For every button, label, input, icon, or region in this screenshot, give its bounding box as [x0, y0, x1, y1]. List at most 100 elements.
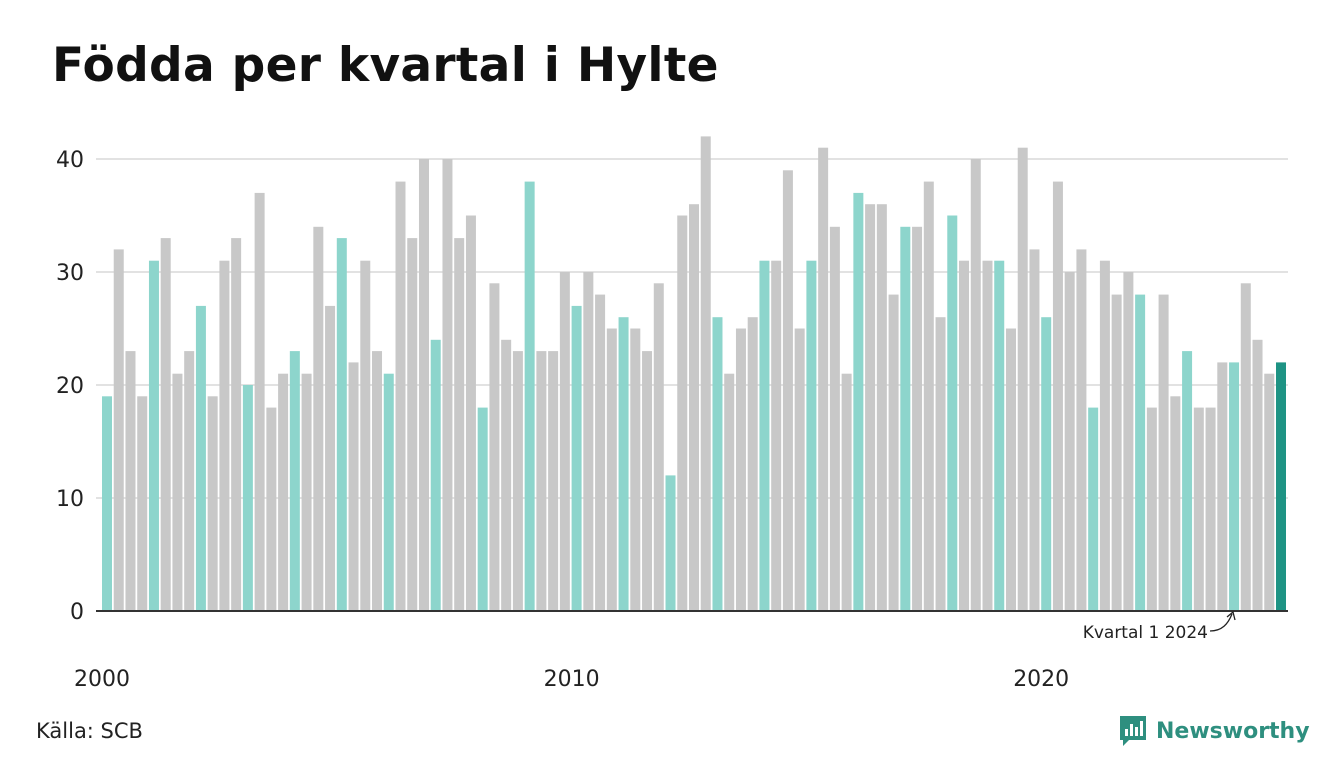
- bar: [1264, 373, 1275, 611]
- bar: [595, 294, 606, 611]
- bar: [606, 328, 617, 611]
- bar: [1064, 272, 1075, 611]
- annotation-arrow: [1209, 613, 1233, 632]
- bar: [1146, 407, 1157, 611]
- bar: [994, 260, 1005, 611]
- bar: [395, 181, 406, 611]
- y-tick-label: 10: [56, 487, 84, 512]
- bar: [184, 351, 195, 611]
- bar: [959, 260, 970, 611]
- bar: [559, 272, 570, 611]
- bar: [125, 351, 136, 611]
- y-tick-label: 0: [70, 600, 84, 625]
- bar: [137, 396, 148, 611]
- bar: [325, 305, 336, 611]
- bar: [1041, 317, 1052, 611]
- bar: [724, 373, 735, 611]
- bar: [524, 181, 535, 611]
- bar: [665, 475, 676, 611]
- bar: [442, 159, 453, 611]
- bar: [477, 407, 488, 611]
- y-tick-label: 40: [56, 148, 84, 173]
- bar: [160, 238, 171, 611]
- bar: [1240, 283, 1251, 611]
- bar: [336, 238, 347, 611]
- bar: [148, 260, 159, 611]
- bar: [1182, 351, 1193, 611]
- bar: [548, 351, 559, 611]
- bar: [865, 204, 876, 611]
- bar: [266, 407, 277, 611]
- bar: [1029, 249, 1040, 611]
- bar: [583, 272, 594, 611]
- bar: [360, 260, 371, 611]
- brand-logo[interactable]: Newsworthy: [1118, 714, 1310, 748]
- bar: [407, 238, 418, 611]
- bar: [771, 260, 782, 611]
- bar: [172, 373, 183, 611]
- bar: [1005, 328, 1016, 611]
- brand-name: Newsworthy: [1156, 718, 1310, 744]
- bar: [1123, 272, 1134, 611]
- bar: [759, 260, 770, 611]
- bar: [900, 226, 911, 612]
- bar: [982, 260, 993, 611]
- newsworthy-logo-icon: [1120, 716, 1146, 746]
- bar: [689, 204, 699, 611]
- bar: [1135, 294, 1146, 611]
- bar: [1099, 260, 1110, 611]
- y-tick-label: 20: [56, 374, 84, 399]
- bar: [465, 215, 476, 611]
- bar: [1205, 407, 1216, 611]
- bar: [794, 328, 805, 611]
- bar: [289, 351, 300, 611]
- bar: [1111, 294, 1122, 611]
- latest-annotation: Kvartal 1 2024: [1083, 610, 1236, 643]
- bar: [231, 238, 242, 611]
- bar: [653, 283, 664, 611]
- bar: [418, 159, 429, 611]
- bar: [454, 238, 465, 611]
- bar: [1158, 294, 1169, 611]
- bar: [700, 136, 711, 611]
- bar: [782, 170, 793, 612]
- bar: [219, 260, 230, 611]
- bar: [1170, 396, 1181, 611]
- bars: [102, 136, 1286, 612]
- x-tick-label: 2020: [1013, 667, 1069, 692]
- bar: [618, 317, 629, 611]
- bar: [301, 373, 312, 611]
- bar: [489, 283, 500, 611]
- x-tick-label: 2010: [544, 667, 600, 692]
- bar: [430, 339, 441, 611]
- bar: [923, 181, 934, 611]
- bar: [712, 317, 723, 611]
- bar: [1252, 339, 1263, 611]
- bar: [853, 192, 864, 611]
- bar: [372, 351, 383, 611]
- bar: [888, 294, 899, 611]
- bar: [735, 328, 746, 611]
- bar: [747, 317, 758, 611]
- bar: [1017, 147, 1028, 611]
- bar: [242, 385, 253, 611]
- bar: [642, 351, 653, 611]
- bar: [1076, 249, 1087, 611]
- bar: [195, 305, 206, 611]
- bar: [970, 159, 981, 611]
- bar: [254, 192, 265, 611]
- bar: [102, 396, 112, 611]
- bar: [1276, 362, 1286, 611]
- y-tick-label: 30: [56, 261, 84, 286]
- bar: [207, 396, 218, 611]
- bar: [512, 351, 523, 611]
- bar: [829, 226, 840, 612]
- bar: [313, 226, 324, 612]
- source-note: Källa: SCB: [36, 719, 143, 743]
- x-axis-ticks: 2000 2010 2020: [74, 667, 1069, 692]
- annotation-label: Kvartal 1 2024: [1083, 623, 1208, 643]
- bar: [1217, 362, 1228, 611]
- bar: [818, 147, 829, 611]
- bar: [1229, 362, 1240, 611]
- y-axis-ticks: 0 10 20 30 40: [56, 148, 84, 625]
